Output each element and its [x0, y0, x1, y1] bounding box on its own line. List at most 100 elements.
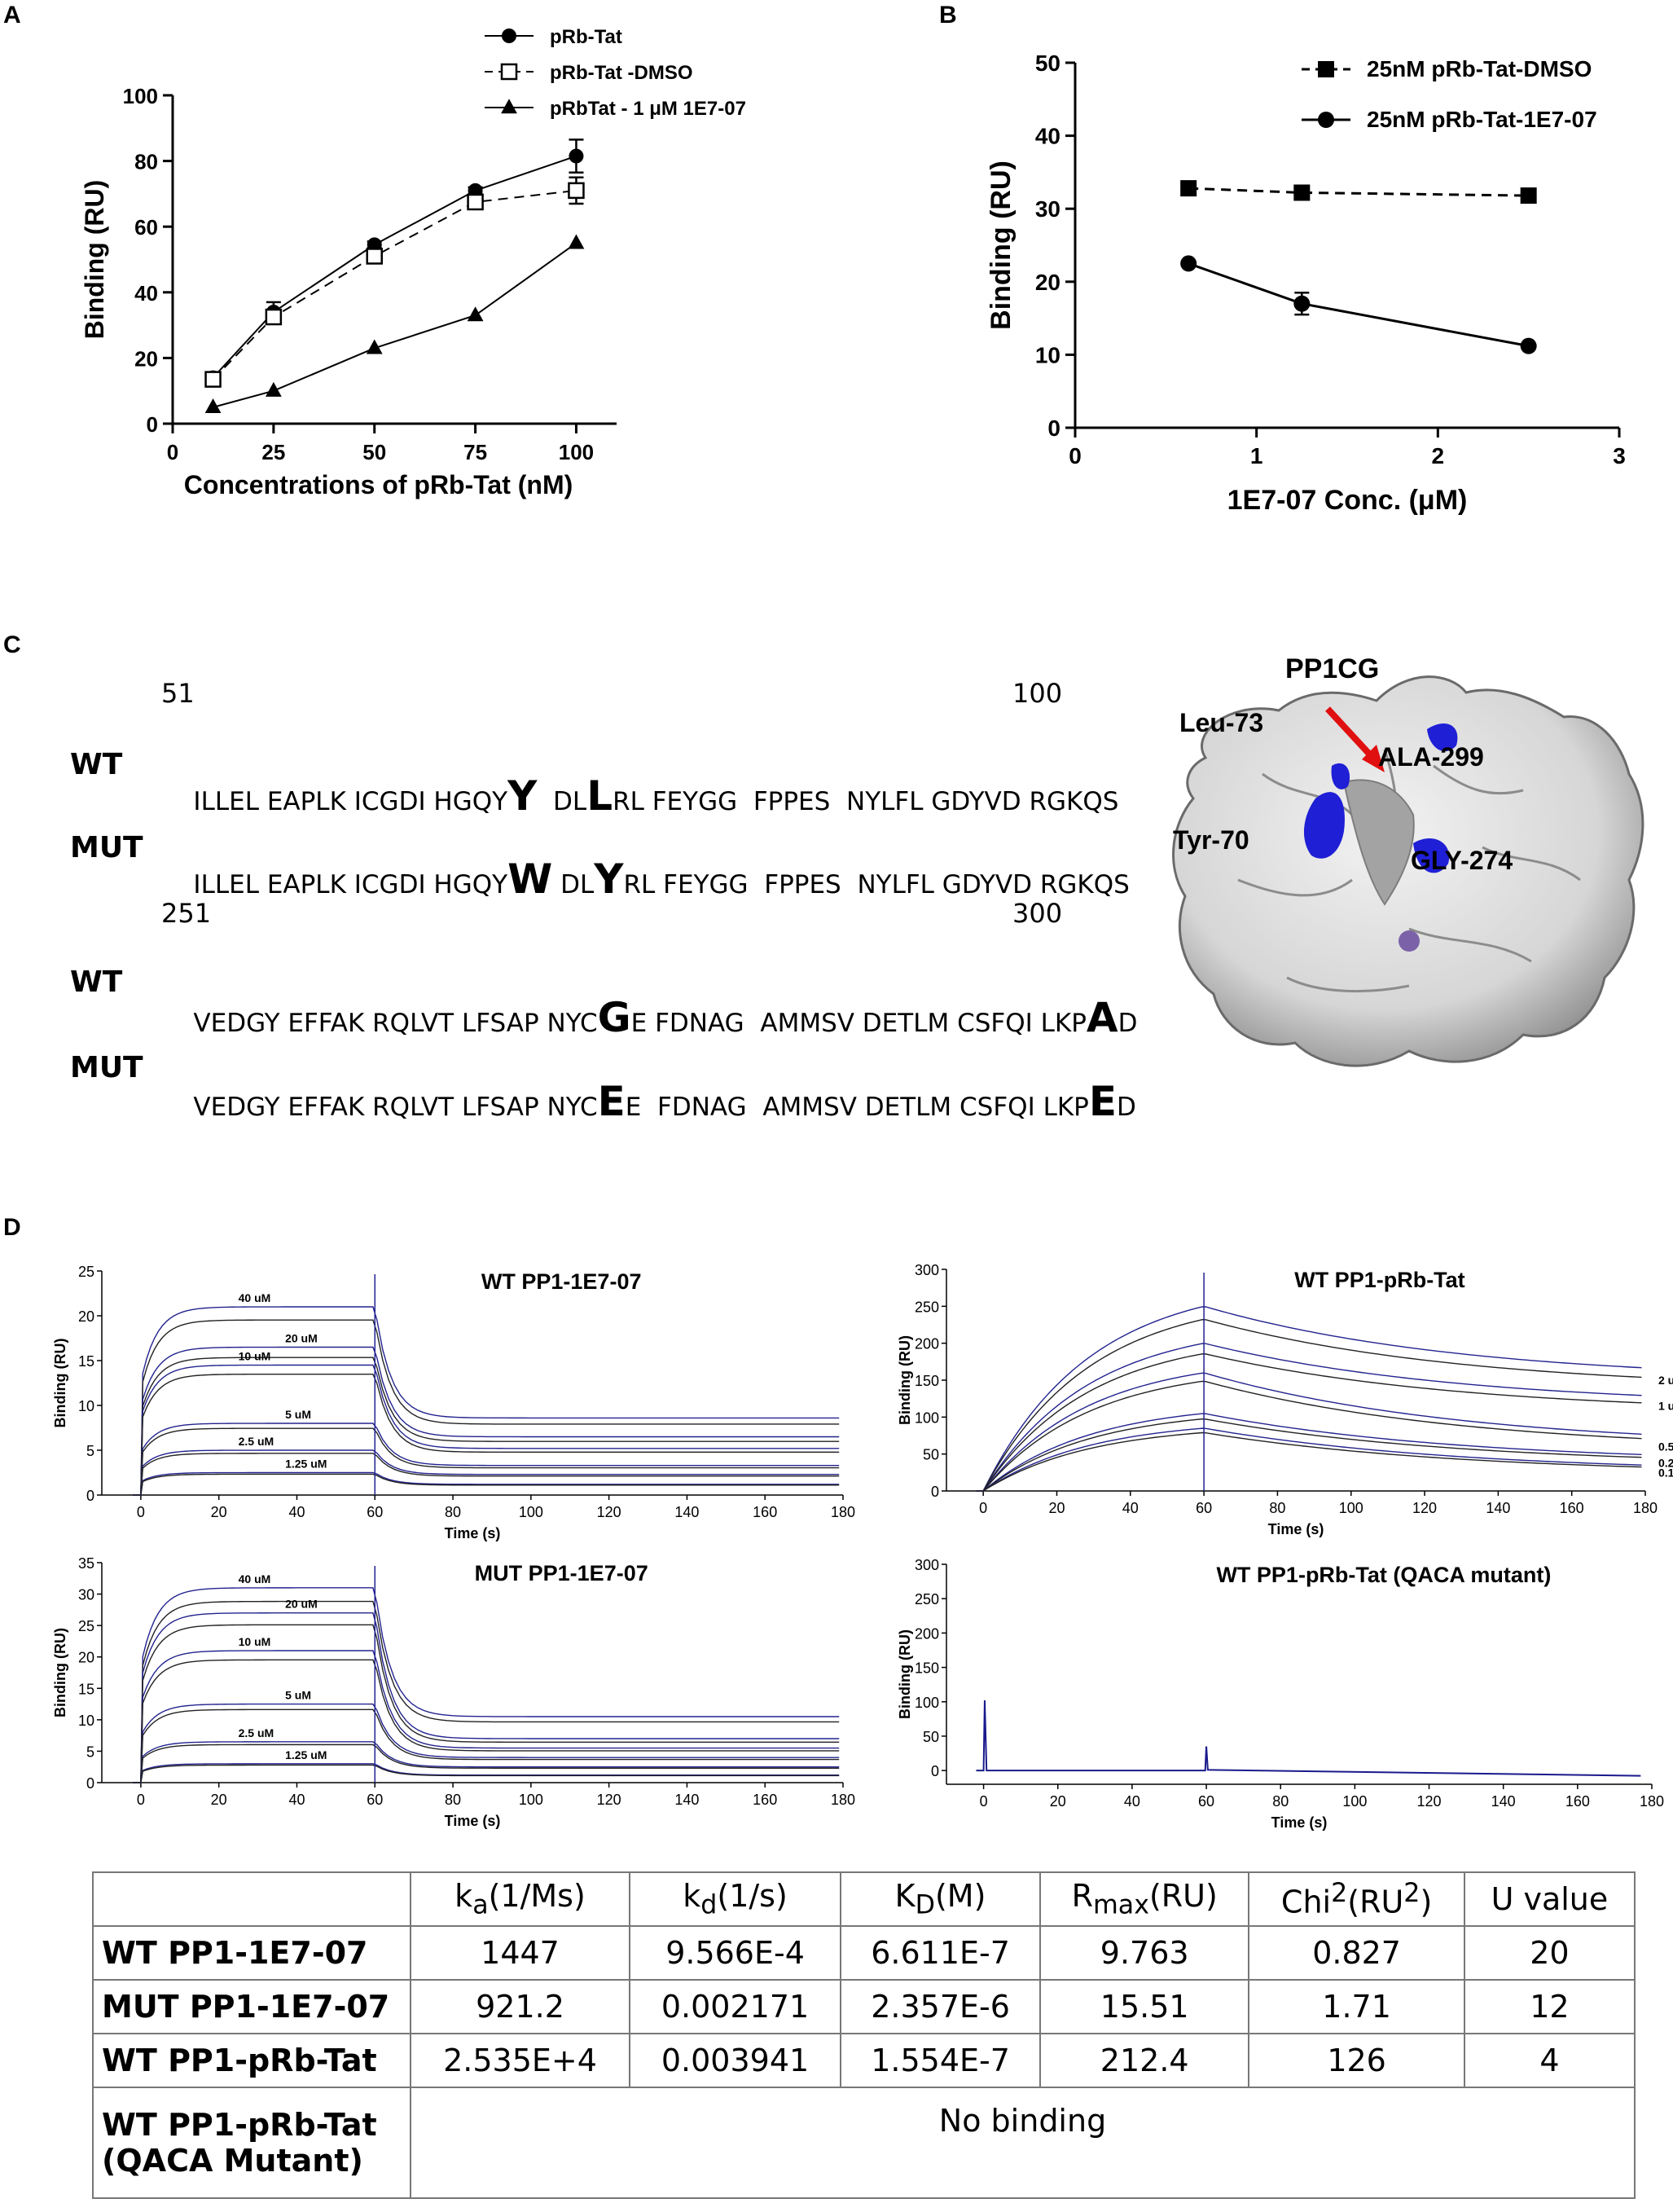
legend-label: pRb-Tat -DMSO — [550, 62, 693, 84]
protein-surface-image: PP1CG Leu-73 ALA-299 Tyr-70 GLY-274 — [1172, 653, 1644, 1067]
data-point — [569, 148, 584, 164]
series-2: 1 uM — [976, 1343, 1673, 1492]
x-tick-label: 0 — [979, 1500, 987, 1516]
y-tick-label: 5 — [86, 1744, 94, 1760]
sensorgram-trace — [133, 1650, 840, 1783]
y-tick-label: 25 — [78, 1264, 94, 1280]
sensorgram-trace — [976, 1380, 1642, 1492]
x-tick-label: 0 — [137, 1504, 145, 1520]
cell-chi2: 0.827 — [1248, 1925, 1465, 1981]
x-tick-label: 120 — [1412, 1500, 1437, 1516]
residue-number-start-2: 251 — [161, 898, 212, 929]
series-2: 20 uM — [133, 1332, 840, 1496]
legend-label: pRbTat - 1 μM 1E7-07 — [550, 98, 746, 120]
sensorgram-wt-pp1-prb-tat: 0 50 100 150 200 250 300 0 20 40 60 80 100 120 140 160 1… — [897, 1262, 1673, 1537]
concentration-label: 40 uM — [239, 1291, 271, 1304]
x-tick-label: 2 — [1432, 443, 1445, 468]
label-pp1cg: PP1CG — [1285, 653, 1379, 684]
concentration-label: 5 uM — [285, 1689, 311, 1702]
chart-title: MUT PP1-1E7-07 — [475, 1561, 648, 1585]
sensorgram-trace — [133, 1423, 840, 1496]
highlight-residue: Y — [507, 772, 538, 820]
header-KD: KD(M) — [840, 1871, 1042, 1927]
tyr70-patch — [1303, 792, 1345, 859]
series-6: 1.25 uM — [133, 1748, 840, 1783]
highlight-residue: Y — [594, 855, 624, 903]
table-row: WT PP1-1E7-07 1447 9.566E-4 6.611E-7 9.7… — [92, 1925, 1636, 1981]
concentration-label: 40 uM — [239, 1572, 271, 1585]
row-label: MUT PP1-1E7-07 — [92, 1979, 411, 2034]
concentration-label: 0.25 uM — [1658, 1457, 1673, 1470]
y-tick-label: 250 — [915, 1299, 939, 1315]
sensorgram-trace — [976, 1319, 1642, 1492]
table-row: WT PP1-pRb-Tat 2.535E+4 0.003941 1.554E-… — [92, 2033, 1636, 2088]
row-label: WT PP1-pRb-Tat (QACA Mutant) — [92, 2087, 411, 2199]
x-tick-label: 100 — [1342, 1793, 1367, 1810]
concentration-label: 5 uM — [285, 1408, 311, 1421]
legend-label: pRb-Tat — [550, 26, 622, 48]
series-1: 40 uM — [133, 1291, 840, 1496]
series-1 — [205, 139, 584, 385]
concentration-label: 0.5 uM — [1658, 1440, 1673, 1453]
protein-surface — [1172, 675, 1644, 1067]
x-tick-label: 120 — [597, 1504, 621, 1520]
x-tick-label: 20 — [211, 1792, 227, 1808]
series-2: 20 uM — [133, 1598, 840, 1783]
y-tick-label: 300 — [915, 1262, 939, 1278]
y-tick-label: 60 — [134, 215, 158, 240]
sensorgram-trace — [133, 1741, 840, 1783]
cell-u: 20 — [1463, 1925, 1636, 1981]
concentration-label: 20 uM — [285, 1332, 318, 1345]
no-binding-cell: No binding — [410, 2087, 1636, 2199]
y-tick-label: 150 — [915, 1373, 939, 1389]
sensorgram-trace — [976, 1353, 1642, 1492]
y-tick-label: 100 — [123, 84, 158, 108]
panel-label-b: B — [939, 2, 957, 29]
series-6: 1.25 uM — [133, 1458, 840, 1496]
mut-label: MUT — [70, 831, 143, 864]
x-tick-label: 140 — [674, 1504, 699, 1520]
x-tick-label: 120 — [1417, 1793, 1442, 1810]
legend-entry: 25nM pRb-Tat-1E7-07 — [1302, 107, 1597, 132]
row-label: WT PP1-1E7-07 — [92, 1925, 411, 1981]
series-line — [212, 189, 577, 380]
y-tick-label: 80 — [134, 150, 158, 174]
concentration-label: 1.25 uM — [285, 1458, 327, 1471]
concentration-label: 1.25 uM — [285, 1748, 327, 1761]
highlight-residue: L — [586, 772, 613, 820]
cell-chi2: 1.71 — [1248, 1979, 1465, 2034]
x-tick-label: 100 — [519, 1792, 543, 1808]
series-line — [1188, 187, 1529, 197]
legend-entry: 25nM pRb-Tat-DMSO — [1302, 56, 1592, 81]
y-tick-label: 150 — [915, 1660, 939, 1677]
table-row: MUT PP1-1E7-07 921.2 0.002171 2.357E-6 1… — [92, 1979, 1636, 2034]
residue-number-end-2: 300 — [1012, 898, 1063, 929]
y-tick-label: 25 — [78, 1618, 94, 1634]
y-tick-label: 0 — [86, 1775, 94, 1792]
legend-entry: pRbTat - 1 μM 1E7-07 — [485, 98, 746, 120]
cell-KD: 1.554E-7 — [840, 2033, 1042, 2088]
sensorgram-trace — [133, 1364, 840, 1496]
series-5: 2.5 uM — [133, 1726, 840, 1783]
y-tick-label: 15 — [78, 1681, 94, 1697]
x-tick-label: 100 — [1339, 1500, 1363, 1516]
sensorgram-trace — [133, 1453, 840, 1496]
y-tick-label: 0 — [86, 1488, 94, 1504]
series-4: 5 uM — [133, 1689, 840, 1783]
x-tick-label: 180 — [831, 1504, 855, 1520]
row-label-line2: (QACA Mutant) — [102, 2143, 363, 2179]
x-tick-label: 20 — [1048, 1500, 1065, 1516]
sensorgram-trace — [133, 1659, 840, 1783]
x-tick-label: 3 — [1613, 443, 1626, 468]
seq-segment: D — [1117, 1093, 1136, 1122]
row-label: WT PP1-pRb-Tat — [92, 2033, 411, 2088]
chart-title: WT PP1-1E7-07 — [481, 1269, 642, 1294]
x-tick-label: 1 — [1250, 443, 1263, 468]
seq-segment: RL FEYGG FPPES NYLFL GDYVD RGKQS — [613, 787, 1119, 816]
series-line — [1188, 262, 1529, 348]
seq-segment: E FDNAG AMMSV DETLM CSFQI LKP — [625, 1093, 1089, 1122]
table-row: WT PP1-pRb-Tat (QACA Mutant) No binding — [92, 2087, 1636, 2199]
y-tick-label: 20 — [1035, 270, 1060, 295]
x-tick-label: 40 — [1124, 1793, 1140, 1810]
series-5: 2.5 uM — [133, 1435, 840, 1496]
